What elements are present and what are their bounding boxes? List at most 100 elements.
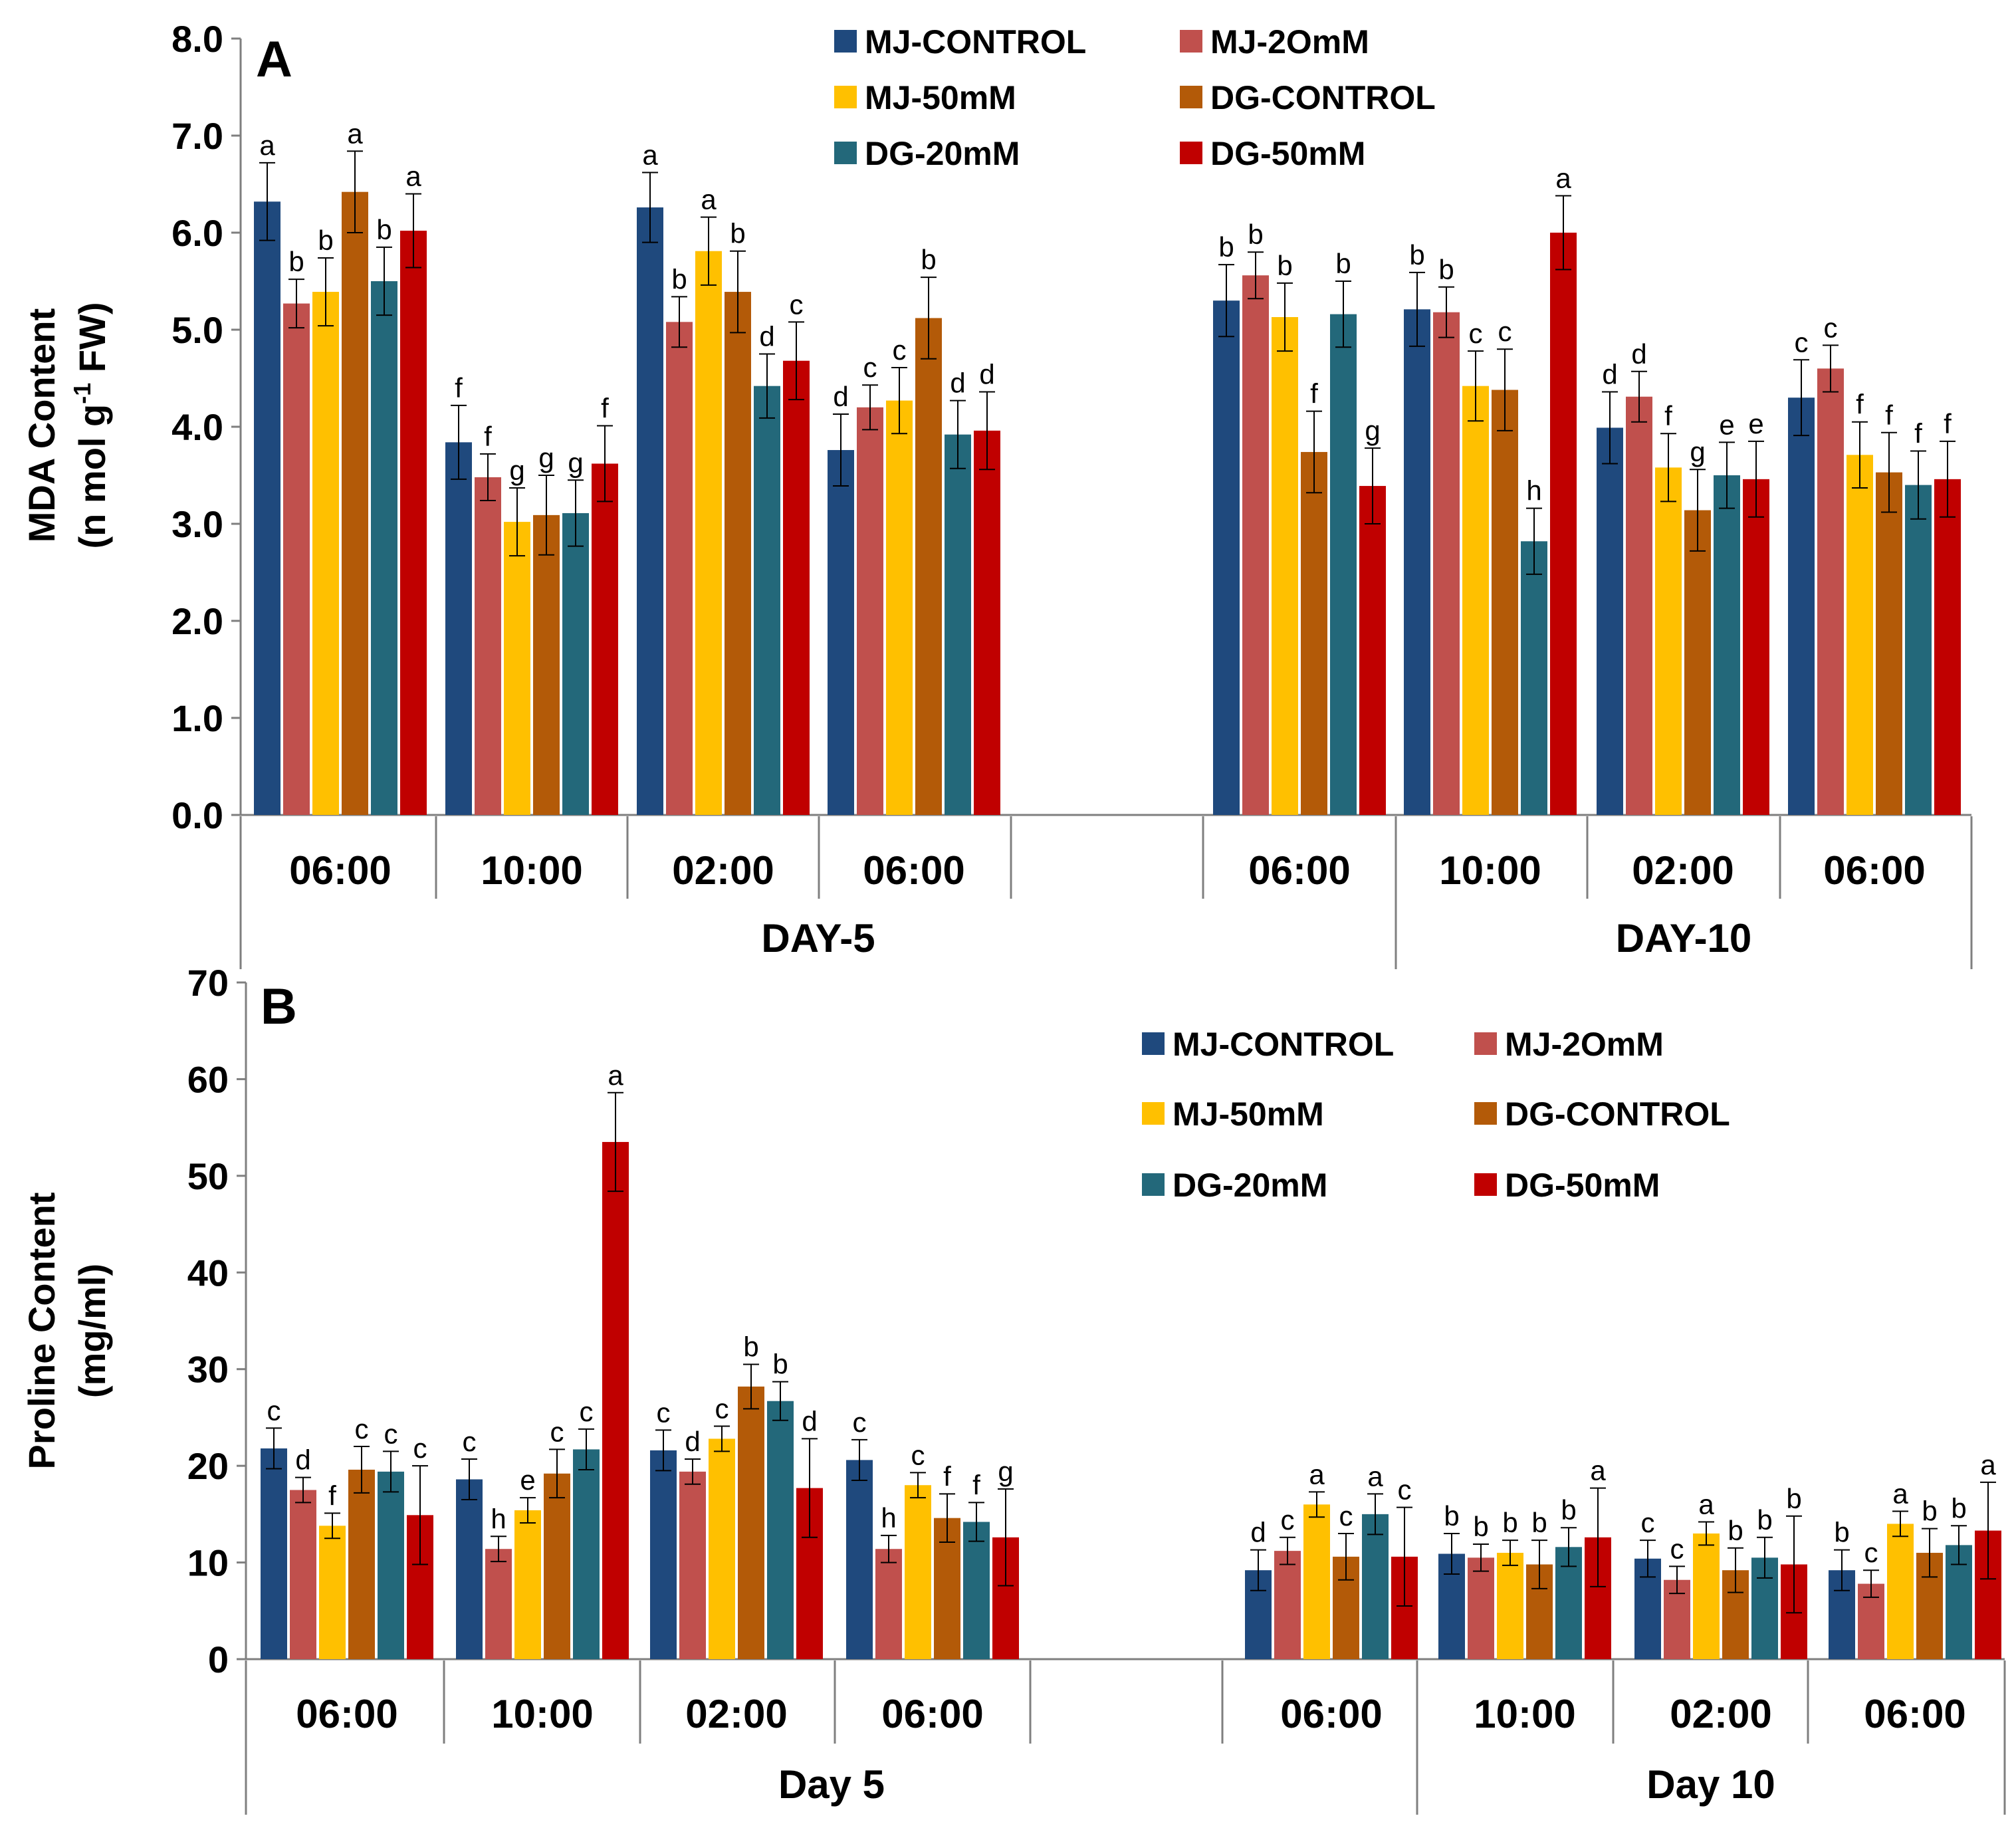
panel-b-significance-label: b <box>1531 1507 1547 1538</box>
panel-b-significance-label: c <box>267 1395 281 1426</box>
panel-a-ylabel-line1: MDA Content <box>21 308 62 543</box>
panel-b-significance-label: b <box>772 1349 788 1380</box>
panel-a-legend-label: MJ-CONTROL <box>865 23 1086 60</box>
panel-a-category-label: 10:00 <box>481 848 582 893</box>
panel-a-significance-label: b <box>318 225 333 256</box>
panel-b-bar <box>514 1510 541 1659</box>
panel-a-significance-label: b <box>1248 219 1263 250</box>
panel-a-significance-label: c <box>1498 316 1512 347</box>
panel-b-bar <box>456 1479 483 1659</box>
panel-a-y-tick-label: 2.0 <box>171 600 223 642</box>
panel-b-significance-label: b <box>1561 1494 1576 1526</box>
panel-b-group-label: Day 5 <box>778 1762 885 1807</box>
panel-a-significance-label: e <box>1748 408 1763 439</box>
panel-a-legend-label: MJ-50mM <box>865 79 1016 116</box>
panel-a-significance-label: c <box>893 334 907 366</box>
panel-a-ylabel-tail: FW) <box>71 302 113 382</box>
panel-a-category-label: 02:00 <box>1632 848 1734 893</box>
panel-a-bar <box>1492 390 1518 815</box>
panel-a-significance-label: f <box>1885 400 1893 431</box>
panel-a-significance-label: d <box>833 381 848 412</box>
panel-a-category-label: 06:00 <box>289 848 391 893</box>
panel-a-significance-label: d <box>759 321 774 352</box>
panel-a-category-label: 06:00 <box>1248 848 1350 893</box>
panel-b-significance-label: h <box>881 1502 896 1534</box>
panel-b-significance-label: a <box>1590 1455 1606 1486</box>
panel-a-bar <box>504 522 530 815</box>
panel-a-bar <box>1626 396 1652 815</box>
panel-b-ylabel-line1: Proline Content <box>21 1193 62 1470</box>
panel-a-significance-label: g <box>1690 436 1705 467</box>
panel-b-significance-label: b <box>1502 1507 1517 1538</box>
panel-a-significance-label: f <box>1856 389 1864 420</box>
panel-a-y-tick-label: 1.0 <box>171 697 223 739</box>
panel-a-bar <box>1597 427 1623 815</box>
panel-a-label: A <box>256 31 292 88</box>
panel-a-bar <box>1714 475 1740 815</box>
panel-b-legend-label: DG-CONTROL <box>1505 1095 1730 1133</box>
panel-a-bar <box>562 513 589 815</box>
panel-b-bar <box>650 1450 677 1659</box>
panel-b-bar <box>963 1522 990 1659</box>
panel-a-y-tick-label: 0.0 <box>171 794 223 836</box>
panel-a-significance-label: f <box>484 421 492 452</box>
panel-a-category-label: 06:00 <box>863 848 964 893</box>
panel-b-significance-label: b <box>1786 1483 1801 1514</box>
panel-a-bar <box>695 251 722 815</box>
panel-b-legend-swatch <box>1474 1173 1497 1196</box>
panel-b-significance-label: f <box>972 1469 980 1500</box>
panel-a-legend-swatch <box>834 142 857 164</box>
panel-b-bar <box>875 1549 902 1659</box>
panel-a-bar <box>974 430 1000 815</box>
panel-a-category-label: 06:00 <box>1823 848 1925 893</box>
panel-a-significance-label: a <box>701 184 717 215</box>
panel-b-significance-label: c <box>463 1426 477 1457</box>
panel-b-bar <box>1303 1504 1330 1659</box>
panel-b-category-label: 06:00 <box>881 1692 983 1736</box>
panel-b-bar <box>738 1386 764 1659</box>
panel-a-bar <box>312 292 339 815</box>
panel-b-significance-label: a <box>1367 1460 1383 1492</box>
panel-b-significance-label: e <box>520 1464 535 1496</box>
panel-a-significance-label: g <box>1365 415 1380 446</box>
panel-a-y-tick-label: 6.0 <box>171 212 223 254</box>
panel-b-label: B <box>261 978 297 1035</box>
panel-b-legend-label: DG-20mM <box>1173 1167 1327 1204</box>
panel-a-significance-label: c <box>863 352 877 383</box>
panel-a-significance-label: b <box>1335 248 1351 279</box>
panel-a-legend-swatch <box>1180 30 1202 53</box>
panel-b-category-label: 10:00 <box>491 1692 593 1736</box>
panel-a-bar <box>342 191 368 815</box>
panel-b-significance-label: b <box>1834 1517 1849 1548</box>
panel-b-significance-label: h <box>491 1503 506 1534</box>
panel-a-bar <box>754 386 780 815</box>
panel-a-bar <box>1359 486 1386 815</box>
panel-b-significance-label: c <box>1398 1474 1412 1506</box>
panel-b-significance-label: a <box>1309 1458 1325 1490</box>
panel-b-bar <box>1497 1553 1523 1659</box>
panel-a-bar <box>1550 233 1577 815</box>
panel-a-y-tick-label: 3.0 <box>171 503 223 545</box>
panel-a-significance-label: f <box>455 372 463 403</box>
panel-a-bar <box>400 231 427 816</box>
panel-b-y-tick-label: 70 <box>187 962 229 1004</box>
panel-b-legend-swatch <box>1474 1102 1497 1125</box>
panel-a-bar <box>1404 309 1430 816</box>
panel-a-significance-label: d <box>950 368 965 399</box>
panel-a-bar <box>915 318 942 816</box>
panel-a-significance-label: b <box>1438 254 1454 285</box>
panel-b-significance-label: c <box>1339 1500 1353 1532</box>
panel-b-ylabel-line2: (mg/ml) <box>71 1264 113 1398</box>
panel-a-significance-label: b <box>671 263 687 294</box>
panel-b-significance-label: d <box>1250 1517 1266 1548</box>
panel-b-legend-swatch <box>1142 1032 1165 1055</box>
panel-a-bar <box>637 207 663 815</box>
panel-a-significance-label: b <box>288 246 304 277</box>
panel-b-bar <box>1362 1514 1389 1659</box>
panel-a-significance-label: c <box>1824 312 1838 343</box>
panel-a-bar <box>1684 510 1711 815</box>
panel-b-significance-label: f <box>943 1460 951 1492</box>
panel-b-y-tick-label: 0 <box>208 1639 229 1680</box>
panel-a-significance-label: d <box>979 358 994 390</box>
panel-b-bar <box>319 1526 346 1659</box>
